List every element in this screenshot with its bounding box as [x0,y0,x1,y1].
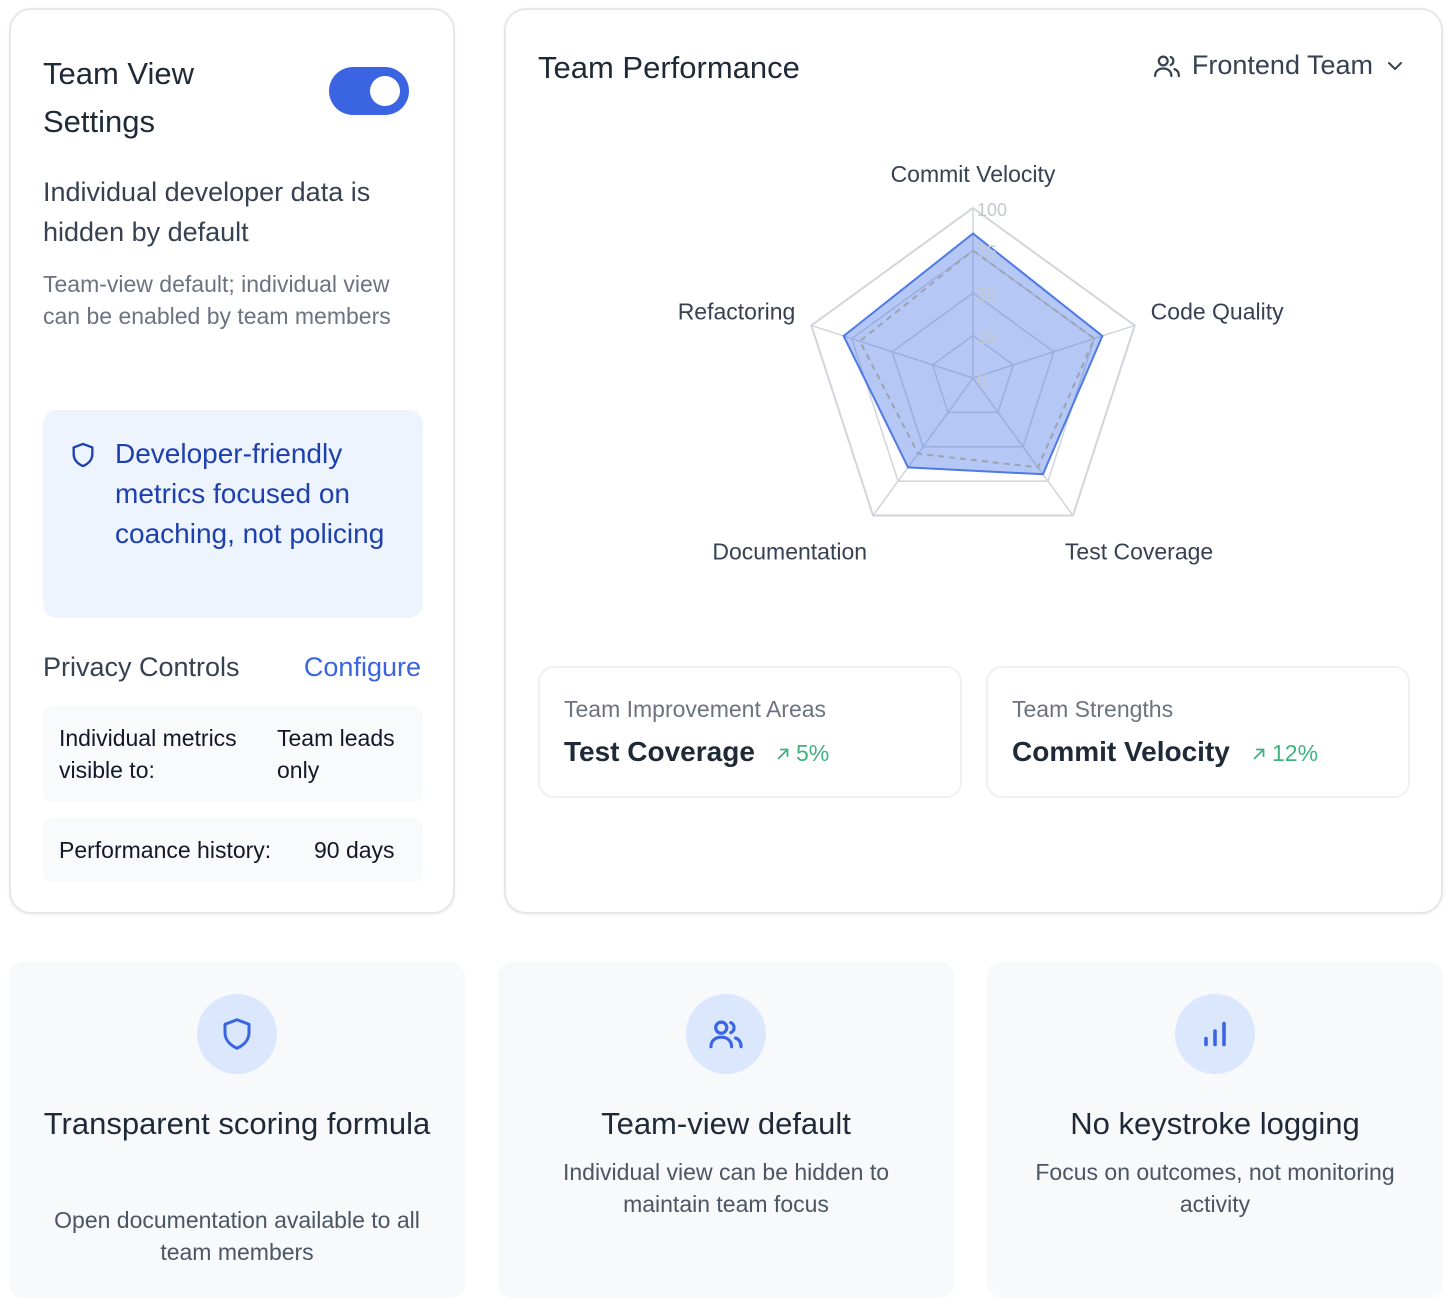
trend-up-icon [777,748,789,759]
stat-label: Team Improvement Areas [564,696,827,722]
settings-description: Individual developer data is hidden by d… [43,177,371,247]
users-icon [709,1020,743,1049]
improvement-areas-card: Team Improvement Areas Test Coverage 5% [538,666,962,798]
radar-chart: 0 25 50 75 100 Commit Velocity Code Quality Tes… [678,161,1284,565]
radar-grid-ring [810,206,1136,517]
stat-change: 5% [774,740,829,767]
row-label: Individual metrics visible to: [59,725,237,783]
radar-spoke [972,377,1074,516]
radar-grid-ring [931,334,1015,414]
feature-card-no-keystroke-logging: No keystroke logging Focus on outcomes, … [987,962,1443,1298]
stat-label: Team Strengths [1012,696,1174,722]
radar-spoke [811,324,974,379]
radar-axis-label: Documentation [712,539,867,565]
toggle-knob [370,76,400,106]
radar-series-dashed [858,249,1096,469]
row-value: 90 days [314,837,395,863]
feature-title: Team-view default [601,1106,851,1141]
radar-tick-label: 50 [977,285,997,305]
team-selector-label: Frontend Team [1191,50,1373,80]
callout-text: Developer-friendly metrics focused on co… [115,438,385,549]
radar-axis-label: Commit Velocity [891,161,1056,187]
feature-icon-circle [197,994,277,1074]
radar-tick-label: 0 [977,370,987,390]
trend-up-icon [1253,748,1265,759]
radar-axis-label: Test Coverage [1065,539,1213,565]
team-strengths-card: Team Strengths Commit Velocity 12% [986,666,1410,798]
feature-title: Transparent scoring formula [43,1106,431,1141]
privacy-controls-title: Privacy Controls [43,652,240,682]
stat-change-value: 5% [796,740,830,766]
feature-icon-circle [1175,994,1255,1074]
stat-value: Test Coverage [564,736,755,767]
radar-tick-label: 75 [977,243,997,263]
row-value: Team leads only [277,725,395,783]
team-selector-dropdown[interactable]: Frontend Team [1152,50,1407,81]
feature-title: No keystroke logging [1070,1106,1360,1141]
radar-grid-ring [891,292,1055,448]
radar-tick-label: 25 [977,328,997,348]
shield-icon [72,442,94,468]
feature-description: Individual view can be hidden to maintai… [562,1159,890,1217]
visibility-setting-row: Individual metrics visible to: Team lead… [43,706,423,802]
stat-value: Commit Velocity [1012,736,1230,767]
configure-link[interactable]: Configure [303,652,421,682]
team-view-toggle[interactable] [329,67,409,115]
feature-description: Open documentation available to all team… [54,1207,420,1265]
history-setting-row: Performance history: 90 days [43,818,423,882]
stat-change-value: 12% [1272,740,1319,766]
feature-card-team-view: Team-view default Individual view can be… [498,962,954,1298]
bar-chart-icon [1204,1021,1226,1047]
shield-icon [223,1018,251,1050]
radar-axis-label: Code Quality [1151,298,1284,324]
settings-title: Team View Settings [43,56,195,139]
feature-description: Focus on outcomes, not monitoring activi… [1035,1159,1395,1217]
radar-axis-label: Refactoring [678,298,796,324]
radar-spoke [972,324,1135,379]
feature-card-transparent-scoring: Transparent scoring formula Open documen… [9,962,465,1298]
performance-title: Team Performance [538,50,800,85]
radar-spoke [872,377,974,516]
chevron-down-icon [1388,61,1402,70]
radar-tick-label: 100 [977,200,1007,220]
row-label: Performance history: [59,837,272,863]
settings-subtext: Team-view default; individual view can b… [43,271,391,329]
team-performance-card: Team Performance Frontend Team 0 25 50 75 10… [504,8,1443,914]
users-icon [1153,55,1180,77]
feature-icon-circle [686,994,766,1074]
team-view-settings-card: Team View Settings Individual developer … [9,8,455,914]
radar-series-area [842,232,1104,476]
developer-friendly-callout: Developer-friendly metrics focused on co… [43,410,423,618]
stat-change: 12% [1250,740,1318,767]
